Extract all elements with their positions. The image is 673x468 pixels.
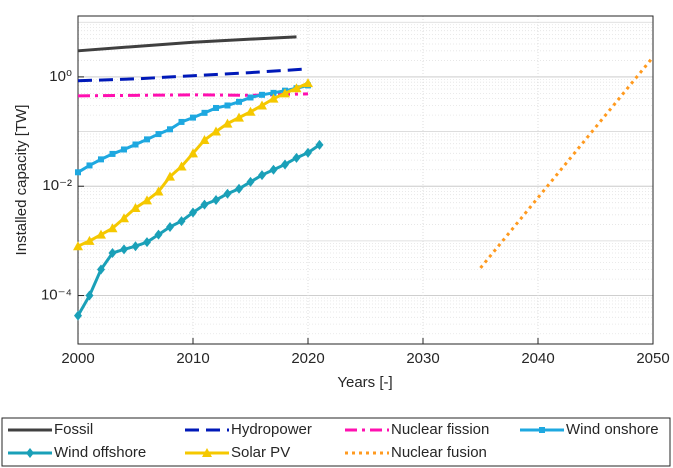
- marker: [303, 78, 313, 88]
- y-tick-label: 10⁻⁴: [41, 287, 72, 304]
- legend-label: Nuclear fusion: [391, 444, 487, 461]
- marker: [247, 94, 254, 101]
- marker: [269, 164, 278, 175]
- marker: [213, 104, 219, 111]
- legend-label: Fossil: [54, 421, 93, 438]
- marker: [200, 199, 209, 210]
- marker: [234, 112, 244, 122]
- marker: [291, 83, 302, 93]
- series-line: [77, 81, 309, 248]
- legend-label: Solar PV: [231, 444, 290, 461]
- marker: [165, 171, 175, 181]
- marker: [190, 114, 196, 121]
- marker: [304, 147, 312, 158]
- marker: [178, 118, 185, 125]
- series-line: [77, 35, 297, 53]
- y-tick-label: 10⁻²: [42, 177, 72, 194]
- legend-item: Hydropower: [185, 421, 312, 438]
- marker: [176, 161, 187, 171]
- legend-label: Wind offshore: [54, 444, 146, 461]
- marker: [73, 241, 83, 251]
- legend-item: Fossil: [8, 421, 93, 438]
- y-tick-label: 10⁰: [49, 68, 72, 85]
- marker: [315, 139, 324, 150]
- marker: [245, 106, 256, 116]
- legend-marker: [26, 448, 34, 458]
- x-tick-label: 2000: [61, 350, 94, 367]
- marker: [235, 183, 243, 194]
- marker: [86, 162, 93, 169]
- marker: [143, 237, 151, 248]
- marker: [199, 135, 210, 145]
- marker: [107, 223, 118, 233]
- legend-label: Hydropower: [231, 421, 312, 438]
- marker: [259, 91, 265, 98]
- marker: [270, 89, 277, 96]
- x-tick-label: 2020: [291, 350, 324, 367]
- series-line: [479, 56, 655, 269]
- marker: [212, 194, 220, 205]
- x-tick-label: 2030: [406, 350, 439, 367]
- legend-label: Nuclear fission: [391, 421, 489, 438]
- x-tick-label: 2010: [176, 350, 209, 367]
- x-tick-label: 2040: [521, 350, 554, 367]
- marker: [153, 186, 164, 196]
- legend-marker: [202, 448, 212, 457]
- marker: [257, 100, 267, 110]
- marker: [222, 118, 233, 128]
- marker: [258, 170, 266, 181]
- legend-item: Nuclear fusion: [345, 444, 487, 461]
- marker: [97, 264, 105, 275]
- marker: [246, 176, 255, 187]
- marker: [75, 169, 81, 176]
- marker: [121, 146, 127, 153]
- legend-label: Wind onshore: [566, 421, 659, 438]
- marker: [223, 188, 232, 199]
- marker: [167, 126, 173, 133]
- marker: [98, 156, 104, 163]
- legend-item: Wind offshore: [8, 444, 146, 461]
- legend-item: Solar PV: [185, 444, 290, 461]
- marker: [130, 202, 141, 212]
- marker: [281, 159, 289, 170]
- marker: [119, 213, 129, 223]
- legend-box: [1, 417, 671, 467]
- marker: [189, 207, 197, 218]
- marker: [120, 244, 128, 255]
- marker: [144, 136, 150, 143]
- marker: [224, 102, 231, 109]
- marker: [84, 235, 95, 245]
- marker: [154, 229, 163, 240]
- marker: [177, 216, 186, 227]
- series-line: [77, 67, 309, 83]
- legend-item: Nuclear fission: [345, 421, 489, 438]
- y-axis-label: Installed capacity [TW]: [13, 105, 30, 256]
- x-tick-label: 2050: [636, 350, 669, 367]
- marker: [96, 229, 106, 239]
- plot-frame: [77, 15, 654, 345]
- marker: [280, 88, 290, 98]
- marker: [132, 141, 139, 148]
- marker: [292, 152, 301, 163]
- marker: [155, 131, 162, 138]
- series-line: [76, 143, 321, 317]
- marker: [109, 150, 116, 157]
- marker: [211, 126, 221, 136]
- marker: [166, 221, 174, 232]
- marker: [131, 241, 140, 252]
- marker: [85, 290, 94, 301]
- marker: [268, 93, 279, 103]
- legend-marker: [539, 427, 545, 433]
- marker: [201, 109, 208, 116]
- marker: [236, 98, 242, 105]
- marker: [142, 195, 152, 205]
- legend-item: Wind onshore: [520, 421, 659, 438]
- marker: [188, 148, 198, 158]
- x-axis-label: Years [-]: [337, 374, 392, 391]
- marker: [108, 248, 117, 259]
- marker: [74, 310, 82, 321]
